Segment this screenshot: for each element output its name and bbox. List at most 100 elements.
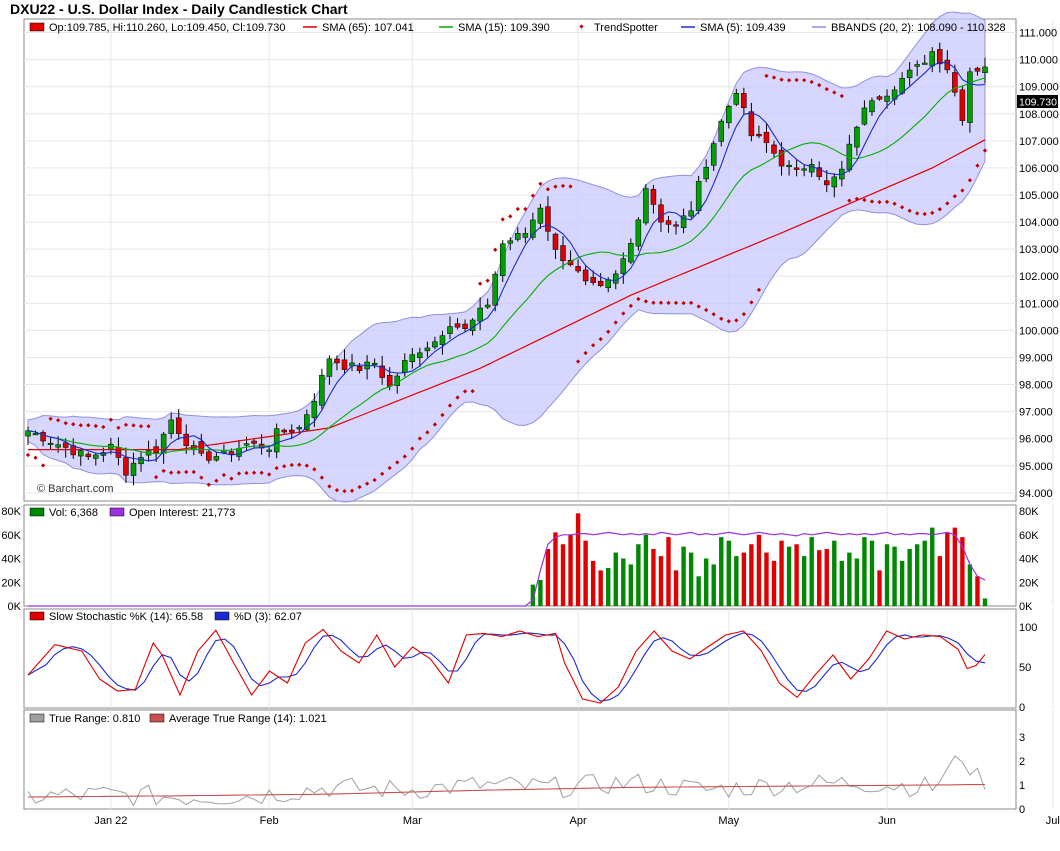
trendspotter-dot: [711, 312, 716, 317]
candle-body: [40, 432, 46, 442]
candle-body: [311, 401, 318, 418]
candle-body: [62, 442, 69, 448]
candle-body: [454, 323, 461, 328]
candle-body: [168, 419, 174, 434]
candle-body: [937, 49, 943, 65]
volume-bar: [914, 544, 920, 606]
trendspotter-dot: [869, 199, 875, 204]
trendspotter-dot: [862, 197, 867, 203]
candle-body: [703, 166, 709, 180]
x-tick-label: May: [718, 815, 739, 827]
volume-bar: [643, 534, 649, 606]
trendspotter-dot: [975, 163, 980, 168]
price-tick-label: 107.000: [1019, 136, 1059, 148]
candle-body: [831, 176, 838, 188]
price-tick-label: 96.000: [1019, 434, 1053, 446]
trendspotter-dot: [334, 488, 340, 493]
trendspotter-dot: [191, 469, 196, 475]
candle-body: [748, 111, 755, 137]
candle-body: [597, 280, 604, 286]
candle-body: [281, 429, 287, 433]
trendspotter-dot: [982, 148, 988, 153]
volume-left-tick: 80K: [1, 506, 21, 518]
trendspotter-dot: [960, 188, 965, 193]
price-tick-label: 106.000: [1019, 163, 1059, 175]
volume-bar: [658, 556, 664, 606]
volume-right-tick: 40K: [1019, 554, 1039, 566]
candle-body: [763, 131, 770, 143]
price-tick-label: 97.000: [1019, 407, 1053, 419]
trendspotter-dot: [621, 311, 626, 316]
legend-swatch: [29, 713, 45, 723]
candle-body: [906, 69, 913, 78]
true-range-line: [27, 755, 986, 807]
candle-body: [982, 66, 988, 74]
stoch-k-line: [27, 628, 986, 704]
trendspotter-dot: [289, 462, 294, 468]
volume-bar: [628, 564, 634, 606]
candle-body: [861, 107, 868, 125]
trendspotter-dot: [568, 184, 573, 189]
candle-body: [695, 180, 702, 212]
tr-tick-label: 1: [1019, 780, 1025, 792]
volume-bar: [583, 540, 588, 606]
legend-swatch: [149, 713, 165, 723]
trendspotter-dot: [591, 343, 596, 348]
trendspotter-dot: [432, 422, 438, 427]
x-tick-label: Apr: [570, 815, 587, 827]
volume-bar: [847, 552, 852, 606]
volume-bar: [719, 537, 724, 606]
candle-body: [733, 93, 740, 105]
candle-body: [213, 456, 220, 461]
trendspotter-dot: [673, 300, 679, 306]
trendspotter-dot: [666, 300, 671, 305]
trendspotter-dot: [643, 299, 649, 304]
candle-body: [605, 279, 611, 289]
volume-bar: [568, 534, 573, 606]
candle-body: [801, 168, 807, 171]
sma-lines: [27, 61, 986, 462]
trendspotter-dot: [598, 337, 603, 342]
volume-bar: [854, 558, 860, 606]
x-tick-label: Feb: [260, 815, 279, 827]
sma5-line: [27, 61, 986, 462]
trendspotter-dot: [214, 478, 219, 483]
trendspotter-dot: [470, 388, 475, 394]
candle-body: [718, 120, 725, 142]
volume-bar: [899, 560, 905, 606]
trendspotter-dot: [229, 476, 234, 481]
candle-body: [967, 71, 973, 123]
candlesticks: [25, 42, 988, 486]
trendspotter-dot: [485, 278, 490, 283]
candle-body: [673, 224, 679, 227]
x-tick-label: Jun: [878, 815, 896, 827]
trendspotter-dot: [221, 472, 227, 478]
trendspotter-dot: [651, 300, 656, 305]
volume-bar: [666, 537, 671, 606]
volume-bar: [621, 558, 626, 606]
candle-body: [726, 105, 732, 124]
candle-body: [304, 414, 310, 430]
candle-body: [620, 258, 627, 274]
legend-text: SMA (15): 109.390: [458, 22, 550, 34]
chart-title: DXU22 - U.S. Dollar Index - Daily Candle…: [10, 1, 348, 17]
candle-body: [266, 449, 272, 452]
price-tick-label: 109.000: [1019, 82, 1059, 94]
trendspotter-dot: [417, 436, 422, 441]
candle-body: [462, 323, 468, 329]
volume-bar: [945, 532, 950, 606]
volume-left-tick: 0K: [8, 601, 22, 613]
volume-left-tick: 40K: [1, 554, 21, 566]
trendspotter-dot: [892, 201, 897, 206]
candle-body: [635, 219, 642, 247]
sma15-line: [27, 77, 986, 455]
candle-body: [326, 358, 333, 377]
candle-body: [32, 433, 39, 436]
volume-bar: [967, 564, 973, 606]
trendspotter-dot: [244, 470, 249, 476]
volume-bar: [877, 570, 882, 606]
candle-body: [432, 341, 438, 348]
candle-body: [869, 100, 875, 113]
trendspotter-dot: [741, 311, 746, 317]
trendspotter-dot: [312, 467, 317, 472]
